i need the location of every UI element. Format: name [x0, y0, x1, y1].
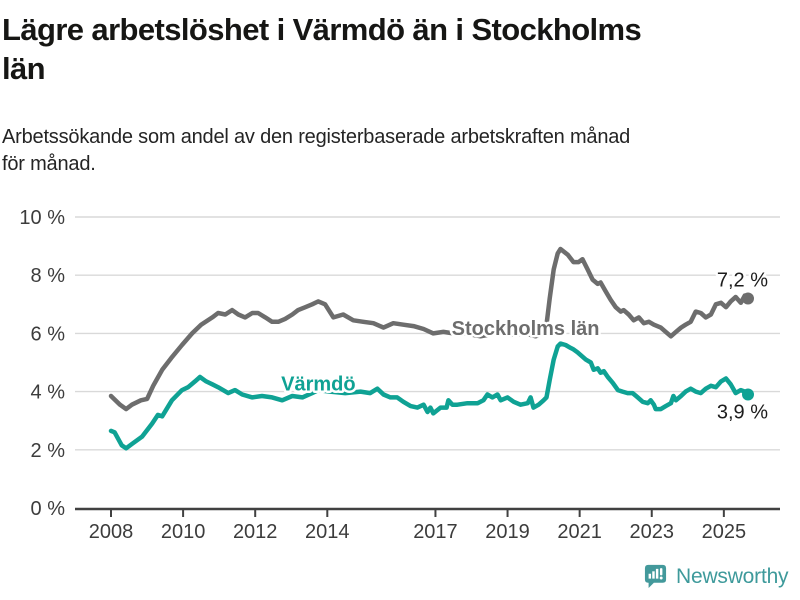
speech-bubble-shape	[644, 564, 667, 588]
chart-subtitle-line-1: Arbetssökande som andel av den registerb…	[2, 126, 631, 148]
x-axis-tick-label: 2025	[702, 521, 747, 543]
series-label-v-rmd: Värmdö	[281, 374, 355, 396]
chart-subtitle-line-2: för månad.	[2, 153, 96, 175]
newsworthy-logo: Newsworthy	[644, 564, 789, 590]
y-axis-tick-label: 10 %	[19, 207, 65, 229]
series-line-stockholms-l-n	[108, 246, 751, 412]
series-end-value-label-v-rmd: 3,9 %	[717, 402, 768, 424]
bar-small	[648, 573, 652, 579]
page-title-line-2: län	[2, 51, 46, 86]
y-axis-tick-label: 2 %	[31, 440, 66, 462]
x-axis-tick-label: 2010	[161, 521, 206, 543]
series-end-dot-v-rmd	[742, 388, 755, 401]
chart-header: Lägre arbetslöshet i Värmdö än i Stockho…	[2, 10, 782, 175]
y-axis-tick-label: 4 %	[31, 382, 66, 404]
y-axis-tick-label: 6 %	[31, 323, 66, 345]
series-end-dot-stockholms-l-n	[742, 292, 755, 305]
series-end-value-label-stockholms-l-n: 7,2 %	[717, 269, 768, 291]
page-title: Lägre arbetslöshet i Värmdö än i Stockho…	[2, 10, 782, 88]
exclamation-dot	[659, 576, 663, 580]
x-axis-tick-label: 2021	[557, 521, 602, 543]
y-axis-tick-label: 0 %	[31, 498, 66, 520]
x-axis-tick-label: 2017	[413, 521, 458, 543]
x-axis-tick-label: 2014	[305, 521, 350, 543]
series-label-stockholms-l-n: Stockholms län	[452, 318, 600, 340]
x-axis-tick-label: 2019	[485, 521, 530, 543]
newsworthy-bubble-chart-icon	[644, 564, 667, 588]
bar-medium	[652, 571, 655, 579]
x-axis-tick-label: 2008	[89, 521, 134, 543]
chart-subtitle: Arbetssökande som andel av den registerb…	[2, 124, 630, 178]
x-axis-tick-label: 2012	[233, 521, 278, 543]
newsworthy-wordmark: Newsworthy	[676, 565, 789, 588]
x-axis-tick-label: 2023	[630, 521, 675, 543]
page-title-line-1: Lägre arbetslöshet i Värmdö än i Stockho…	[2, 12, 642, 47]
series-line-v-rmd	[108, 341, 751, 451]
bar-large	[655, 568, 659, 579]
exclamation-stem	[659, 568, 663, 576]
y-axis-tick-label: 8 %	[31, 265, 66, 287]
